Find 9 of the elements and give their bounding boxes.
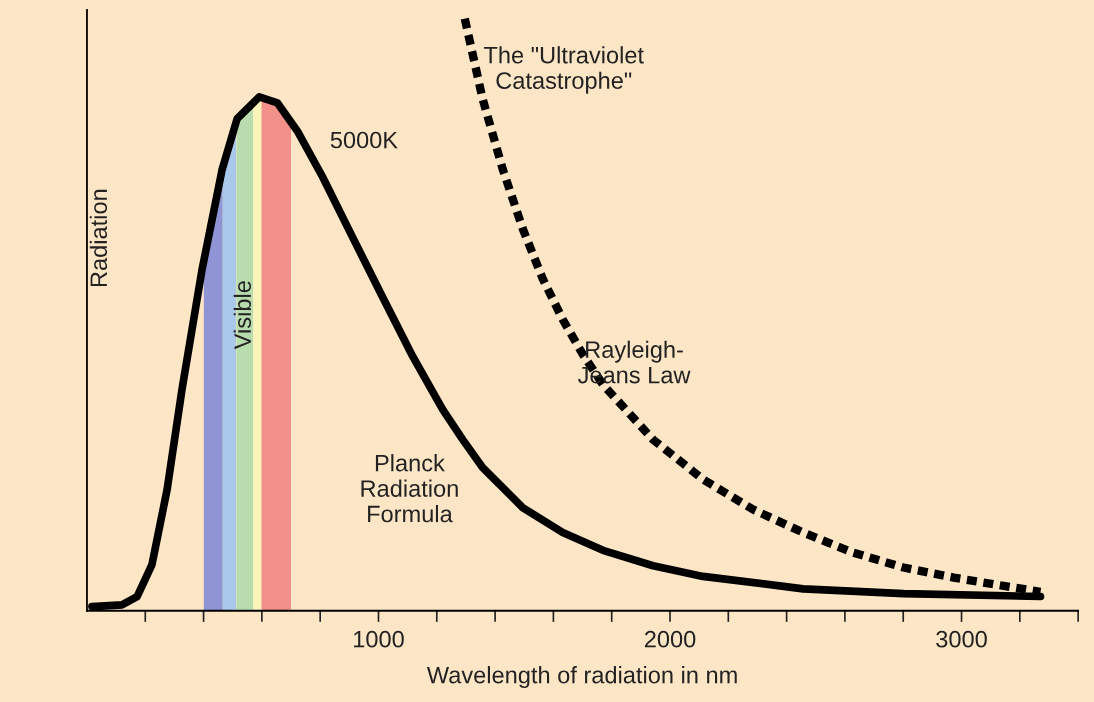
annotation: Planck Radiation Formula (361, 454, 458, 523)
x-tick-label: 3000 (936, 630, 987, 648)
x-axis-title: Wavelength of radiation in nm (426, 666, 737, 689)
x-tick-label: 2000 (644, 630, 696, 648)
annotation: 5000K (330, 131, 398, 149)
band-label: Visible (233, 281, 252, 350)
x-tick-label: 1000 (354, 630, 404, 648)
annotation: The "Ultraviolet Catastrophe" (483, 46, 644, 94)
y-axis-title: Radiation (89, 189, 108, 287)
